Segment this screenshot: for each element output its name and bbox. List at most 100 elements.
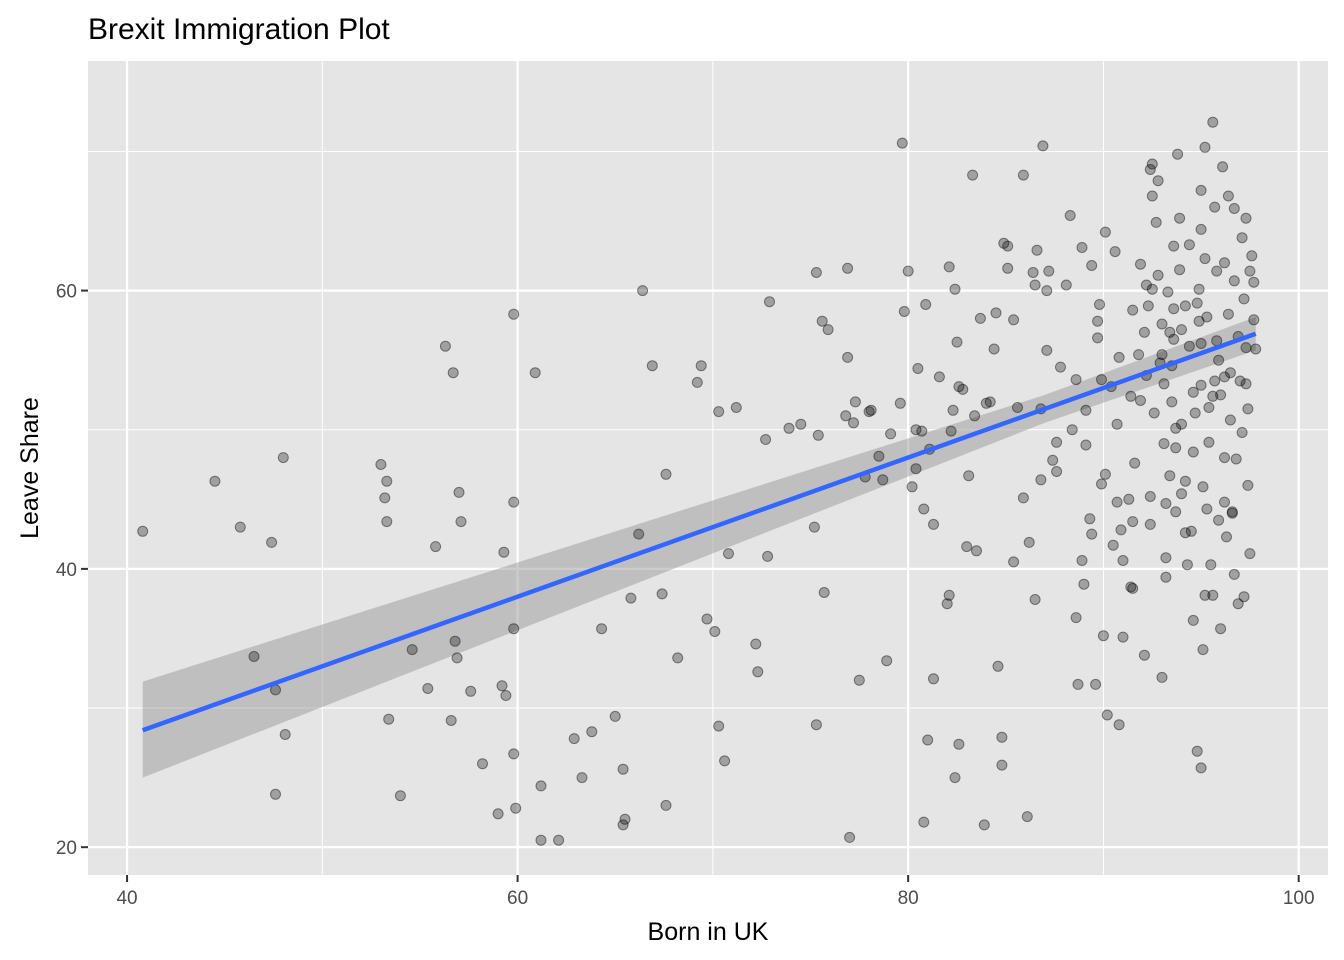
- x-tick-label: 40: [116, 888, 137, 909]
- data-point: [430, 541, 442, 553]
- data-point: [1195, 184, 1207, 196]
- data-point: [953, 381, 965, 393]
- data-point: [1164, 470, 1176, 482]
- data-point: [894, 397, 906, 409]
- data-point: [1092, 332, 1104, 344]
- data-point: [1222, 190, 1234, 202]
- data-point: [1193, 283, 1205, 295]
- data-point: [808, 521, 820, 533]
- data-point: [1127, 516, 1139, 528]
- data-point: [266, 536, 278, 548]
- data-point: [1086, 528, 1098, 540]
- data-point: [1060, 279, 1072, 291]
- data-point: [1228, 203, 1240, 214]
- data-point: [996, 759, 1008, 771]
- data-point: [1187, 614, 1199, 626]
- data-point: [713, 720, 725, 732]
- data-point: [1183, 340, 1195, 352]
- data-point: [553, 834, 565, 846]
- data-point: [1096, 374, 1107, 386]
- data-point: [381, 516, 393, 528]
- data-point: [1041, 285, 1053, 297]
- data-point: [723, 548, 734, 560]
- data-point: [1086, 260, 1098, 271]
- data-point: [617, 819, 629, 831]
- regression-line: [141, 331, 1257, 733]
- data-point: [1076, 242, 1088, 253]
- data-point: [375, 459, 387, 470]
- data-point: [1217, 161, 1229, 173]
- data-point: [980, 397, 992, 409]
- data-point: [840, 410, 852, 422]
- data-point: [920, 299, 932, 310]
- data-point: [961, 541, 973, 553]
- data-point: [1148, 407, 1160, 419]
- data-point: [1195, 762, 1207, 774]
- data-point: [1160, 498, 1172, 509]
- data-point: [1144, 518, 1156, 530]
- data-point: [885, 428, 897, 440]
- chart-title: Brexit Immigration Plot: [88, 13, 390, 46]
- data-point: [1146, 283, 1158, 295]
- data-point: [953, 738, 965, 750]
- data-point: [1234, 375, 1246, 387]
- data-point: [1129, 457, 1141, 469]
- data-point: [865, 404, 877, 416]
- data-point: [1215, 389, 1227, 401]
- data-point: [1166, 396, 1178, 408]
- data-point: [1099, 226, 1111, 238]
- data-point: [918, 503, 930, 515]
- data-point: [764, 296, 775, 308]
- data-point: [760, 434, 772, 445]
- data-point: [1146, 190, 1158, 202]
- data-point: [1203, 436, 1215, 448]
- data-point: [1123, 493, 1135, 505]
- data-point: [974, 312, 986, 324]
- data-point: [1226, 506, 1238, 518]
- data-point: [496, 680, 508, 692]
- data-point: [943, 589, 955, 601]
- data-point: [1201, 503, 1213, 515]
- data-point: [1207, 390, 1219, 402]
- data-point: [998, 237, 1010, 249]
- data-point: [941, 598, 953, 610]
- data-point: [535, 834, 547, 846]
- data-point: [445, 715, 457, 726]
- data-point: [1215, 623, 1227, 635]
- data-point: [422, 683, 434, 694]
- data-point: [1111, 418, 1123, 430]
- data-point: [568, 733, 580, 745]
- data-point: [691, 376, 703, 388]
- data-point: [1174, 212, 1186, 224]
- data-point: [1224, 414, 1236, 426]
- data-point: [1170, 442, 1182, 454]
- data-point: [1179, 527, 1191, 539]
- data-point: [918, 816, 930, 828]
- data-point: [1189, 407, 1201, 419]
- data-point: [978, 819, 990, 831]
- data-point: [1107, 539, 1119, 551]
- data-point: [1156, 349, 1168, 361]
- data-point: [1084, 513, 1096, 525]
- data-point: [1224, 367, 1236, 379]
- data-point: [1101, 709, 1113, 721]
- data-point: [1035, 474, 1047, 486]
- data-point: [1047, 454, 1059, 466]
- data-point: [1221, 531, 1232, 543]
- data-point: [1008, 314, 1020, 326]
- data-point: [1144, 164, 1156, 175]
- data-point: [277, 452, 289, 464]
- data-point: [963, 470, 975, 482]
- data-point: [1113, 351, 1125, 363]
- data-point: [1012, 402, 1023, 413]
- data-point: [596, 623, 608, 635]
- data-point: [1156, 671, 1168, 683]
- data-point: [455, 516, 467, 528]
- data-point: [1191, 745, 1203, 757]
- data-point: [910, 424, 922, 436]
- data-point: [383, 713, 395, 725]
- data-point: [1017, 492, 1029, 504]
- data-point: [617, 763, 629, 775]
- data-point: [928, 673, 939, 685]
- data-point: [947, 404, 959, 416]
